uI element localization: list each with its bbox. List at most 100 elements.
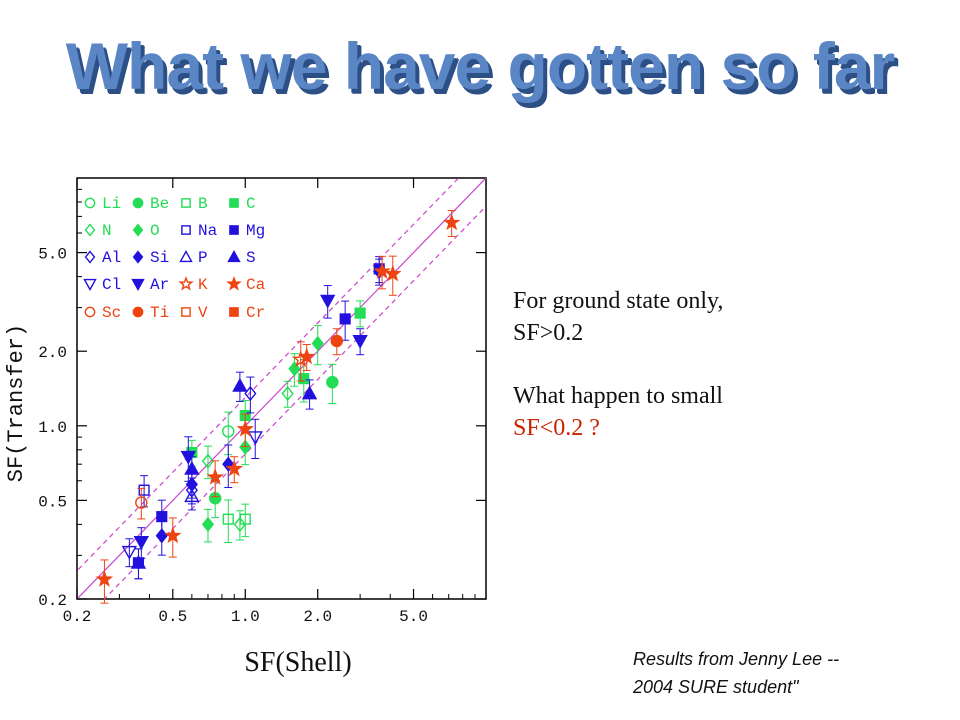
- data-point-s: [301, 385, 318, 400]
- legend-marker-be: [132, 197, 144, 209]
- legend-label-mg: Mg: [246, 222, 265, 240]
- legend-marker-cr: [229, 307, 239, 317]
- data-point-li: [222, 425, 235, 438]
- data-point-cl: [247, 431, 263, 446]
- data-points: [95, 210, 461, 604]
- data-point-b: [222, 513, 234, 525]
- note-small-sf: What happen to small SF<0.2 ?: [513, 380, 723, 444]
- y-tick-label: 1.0: [38, 419, 67, 437]
- data-point-ca: [206, 468, 224, 485]
- note-line-highlight: SF<0.2 ?: [513, 415, 600, 441]
- reference-line: [77, 178, 486, 599]
- reference-lines: [77, 178, 486, 599]
- data-point-n: [233, 516, 246, 533]
- legend-label-k: K: [198, 276, 208, 294]
- legend-marker-ca: [226, 276, 242, 291]
- slide-title: What we have gotten so far: [65, 29, 895, 103]
- legend: Li Be B C N O Na Mg Al Si P S Cl Ar K Ca Sc Ti V Cr: [83, 195, 266, 322]
- data-point-ar: [133, 535, 150, 550]
- legend-label-o: O: [150, 222, 160, 240]
- legend-marker-n: [84, 223, 96, 237]
- credit-note: Results from Jenny Lee -- 2004 SURE stud…: [633, 645, 839, 701]
- credit-line: Results from Jenny Lee --: [633, 649, 840, 669]
- legend-marker-ti: [132, 306, 144, 318]
- legend-label-ar: Ar: [150, 276, 169, 294]
- legend-label-b: B: [198, 195, 208, 213]
- y-tick-label: 0.5: [38, 493, 67, 511]
- data-point-c: [354, 307, 366, 319]
- legend-marker-ar: [131, 278, 145, 291]
- data-point-ti: [330, 334, 344, 348]
- axes: 0.2 0.5 1.0 2.0 5.0 0.2 0.5 1.0 2.0 5.0: [38, 178, 486, 626]
- data-point-c: [298, 373, 310, 385]
- legend-marker-s: [227, 250, 241, 263]
- data-point-s: [130, 554, 147, 569]
- note-line: For ground state only,: [513, 288, 724, 314]
- legend-marker-na: [181, 225, 191, 235]
- data-point-ar: [352, 335, 368, 349]
- legend-marker-v: [181, 307, 191, 317]
- x-tick-label: 1.0: [231, 608, 260, 626]
- legend-label-cr: Cr: [246, 304, 265, 322]
- y-tick-label: 0.2: [38, 592, 67, 610]
- x-tick-label: 0.2: [63, 608, 92, 626]
- legend-marker-mg: [229, 225, 239, 235]
- legend-label-si: Si: [150, 249, 169, 267]
- legend-label-cl: Cl: [102, 276, 121, 294]
- data-point-ca: [164, 526, 182, 544]
- legend-marker-c: [229, 198, 239, 208]
- legend-marker-o: [132, 223, 144, 237]
- data-point-o: [311, 335, 324, 352]
- data-point-cl: [121, 545, 138, 560]
- legend-marker-li: [84, 197, 96, 209]
- data-point-ca: [384, 264, 402, 282]
- legend-label-be: Be: [150, 195, 169, 213]
- data-point-p: [184, 488, 200, 503]
- legend-marker-b: [181, 198, 191, 208]
- legend-label-n: N: [102, 222, 112, 240]
- y-axis-label: SF(Transfer): [4, 324, 29, 482]
- legend-label-ca: Ca: [246, 276, 266, 294]
- legend-label-sc: Sc: [102, 304, 121, 322]
- data-point-ca: [373, 262, 391, 279]
- data-point-ca: [95, 570, 114, 587]
- data-point-ar: [320, 294, 336, 309]
- legend-marker-si: [132, 250, 144, 264]
- data-point-na: [138, 484, 150, 496]
- x-axis-label: SF(Shell): [244, 647, 351, 678]
- legend-marker-k: [178, 276, 194, 291]
- credit-line: 2004 SURE student": [633, 677, 799, 697]
- data-point-o: [239, 439, 252, 455]
- legend-label-p: P: [198, 249, 208, 267]
- legend-marker-al: [84, 250, 96, 264]
- data-point-o: [201, 516, 215, 533]
- legend-label-na: Na: [198, 222, 218, 240]
- legend-marker-p: [179, 250, 193, 263]
- data-point-ca: [297, 347, 316, 365]
- x-tick-label: 2.0: [303, 608, 332, 626]
- x-tick-label: 0.5: [158, 608, 187, 626]
- plot-frame: [76, 177, 487, 600]
- legend-label-li: Li: [102, 195, 121, 213]
- legend-label-s: S: [246, 249, 256, 267]
- note-line: What happen to small: [513, 383, 723, 409]
- data-point-n: [281, 385, 294, 402]
- reference-line: [103, 205, 486, 599]
- data-point-sc: [135, 496, 148, 509]
- legend-label-ti: Ti: [150, 304, 169, 322]
- legend-label-al: Al: [102, 249, 121, 267]
- data-point-s: [232, 377, 248, 392]
- data-point-n: [201, 453, 215, 469]
- note-line: SF>0.2: [513, 320, 584, 346]
- reference-line: [77, 178, 460, 572]
- data-point-si: [155, 528, 168, 544]
- x-tick-label: 5.0: [399, 608, 428, 626]
- y-tick-label: 5.0: [38, 246, 67, 264]
- data-point-ar: [180, 450, 197, 465]
- data-point-ca: [225, 459, 244, 477]
- legend-marker-cl: [83, 278, 97, 291]
- scatter-chart: 0.2 0.5 1.0 2.0 5.0 0.2 0.5 1.0 2.0 5.0 Li Be B C N O N…: [4, 177, 487, 678]
- note-ground-state: For ground state only, SF>0.2: [513, 285, 723, 349]
- data-point-ca: [442, 213, 461, 231]
- data-point-mg: [339, 313, 351, 325]
